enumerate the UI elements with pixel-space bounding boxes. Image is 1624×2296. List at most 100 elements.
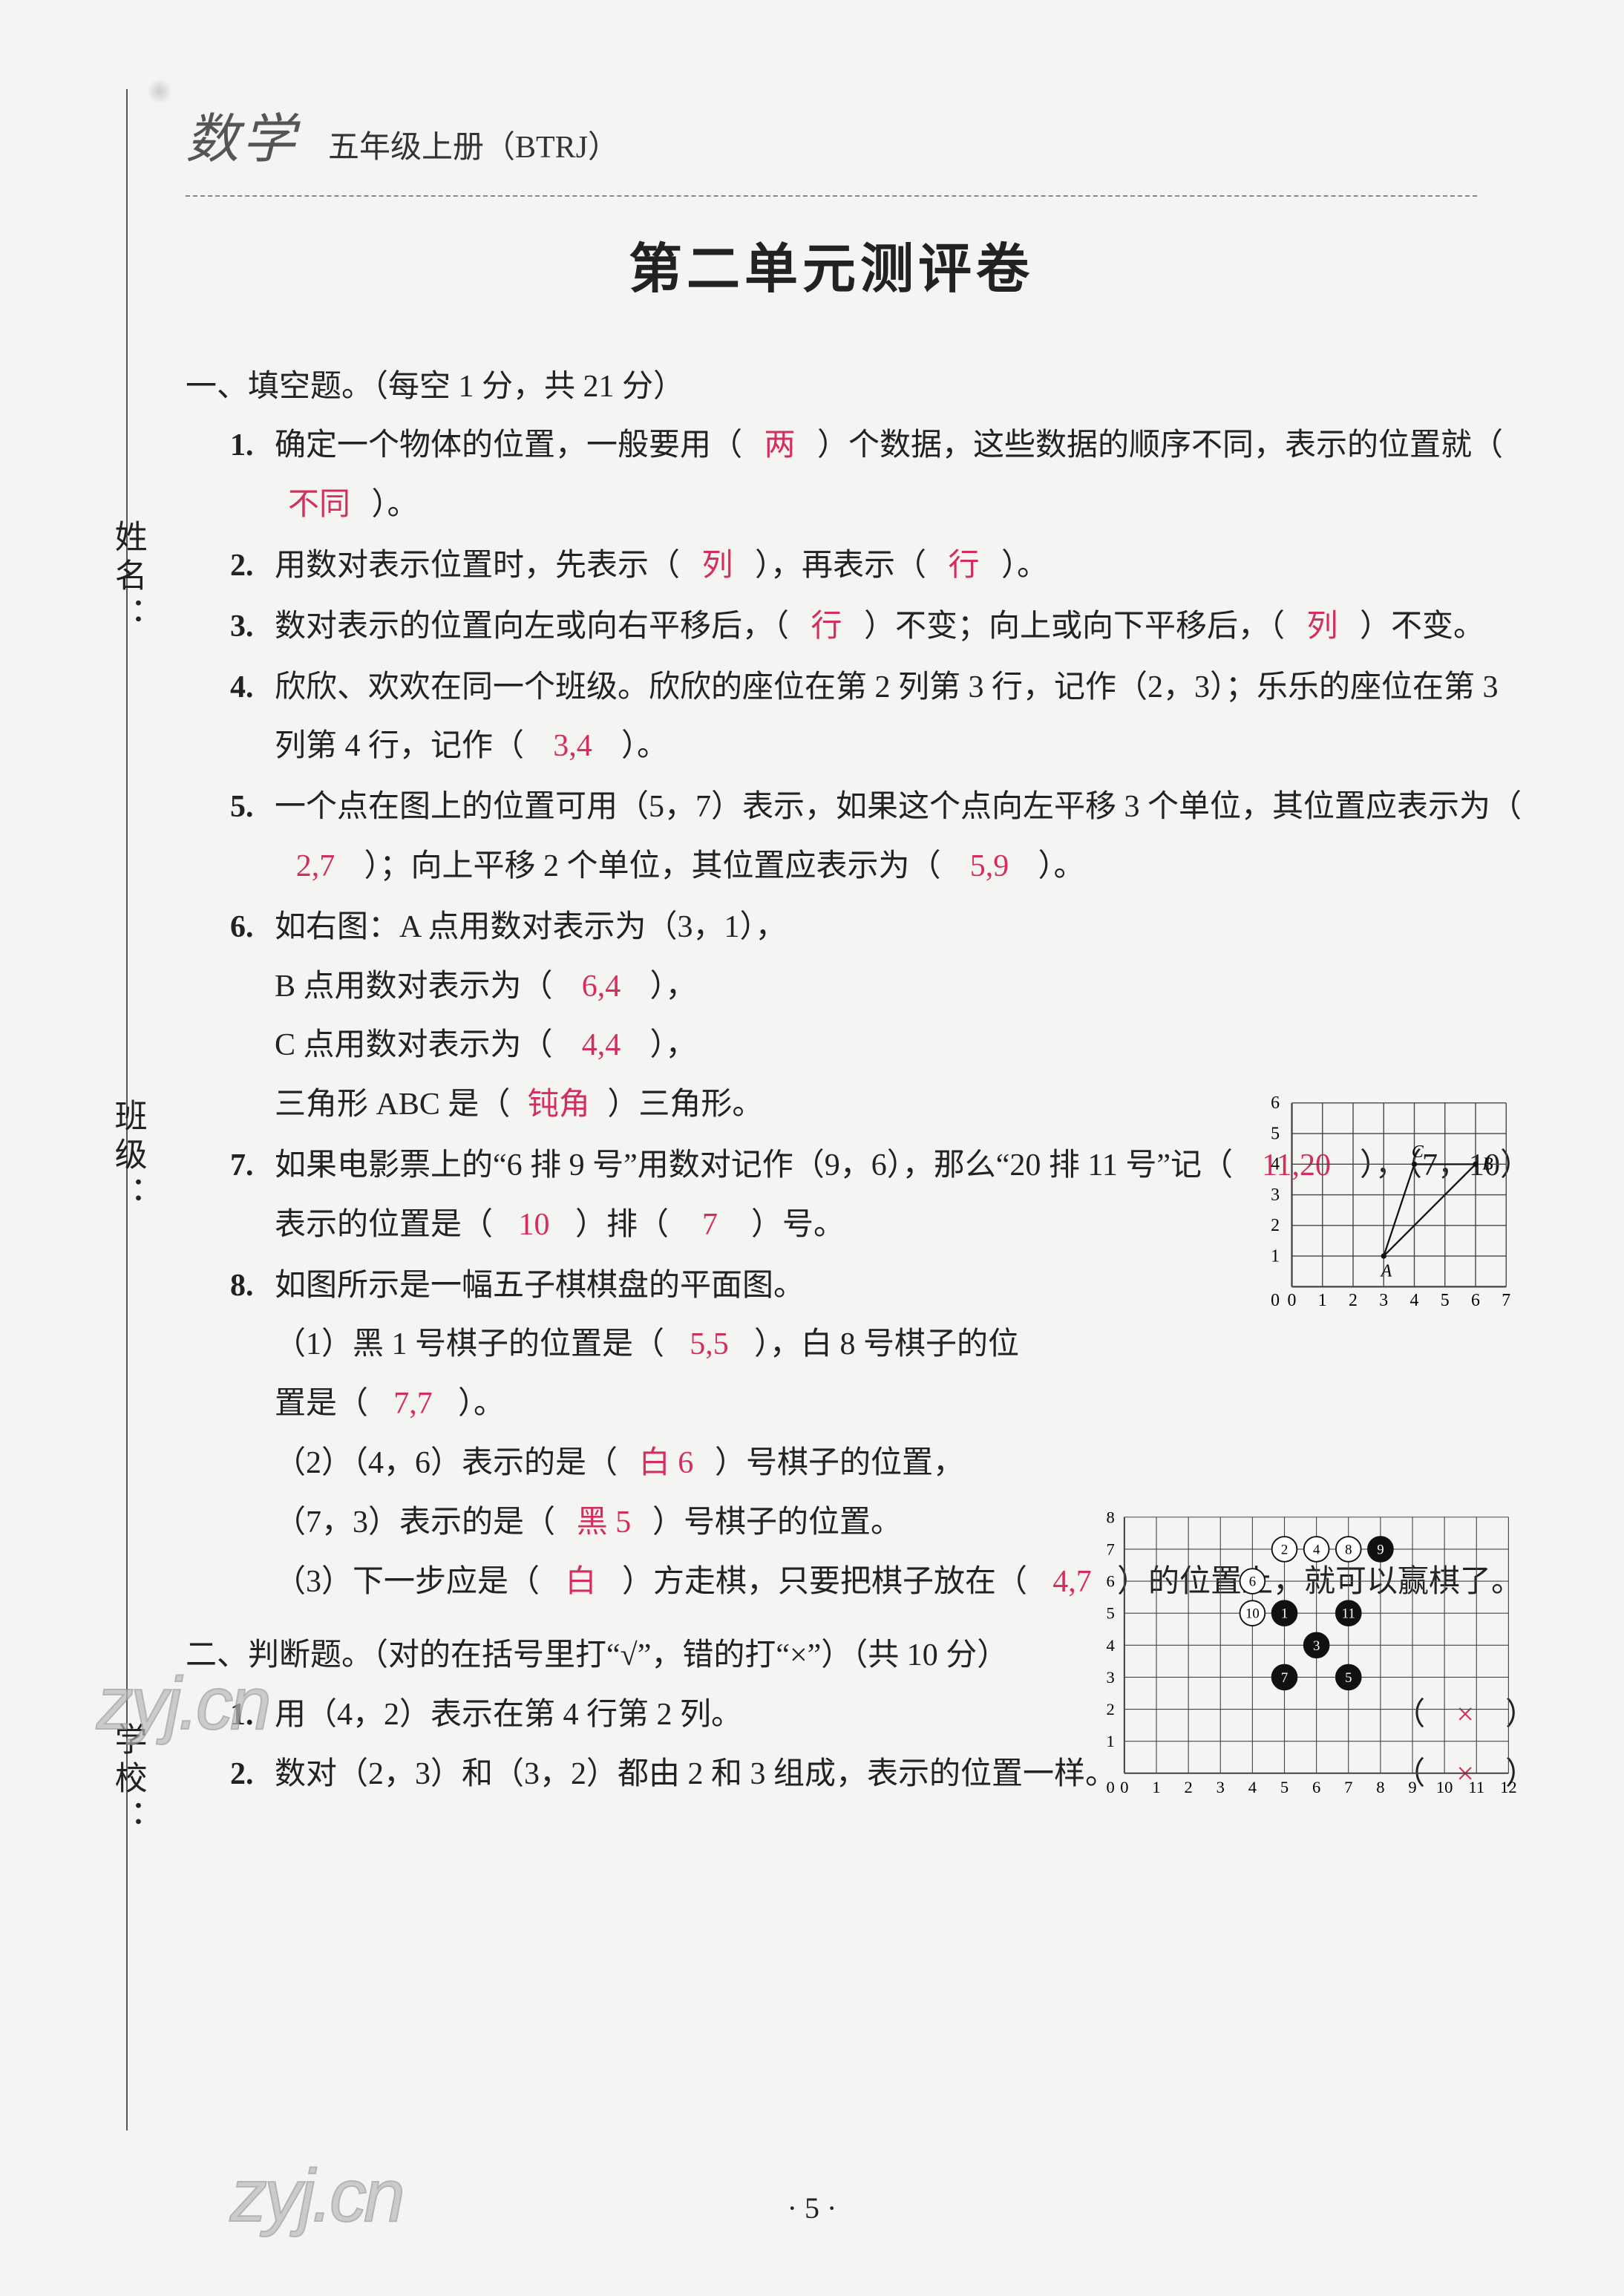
svg-text:6: 6 bbox=[1312, 1778, 1320, 1796]
q5-a1: 2,7 bbox=[275, 837, 356, 897]
svg-text:A: A bbox=[1380, 1262, 1392, 1281]
q2-t3: ）。 bbox=[1001, 549, 1048, 583]
book-label: 五年级上册（BTRJ） bbox=[328, 119, 619, 178]
q4-t2: ）。 bbox=[621, 729, 668, 763]
subject-logo: 数学 bbox=[186, 89, 298, 191]
svg-text:8: 8 bbox=[1345, 1542, 1352, 1557]
svg-text:2: 2 bbox=[1185, 1778, 1193, 1796]
svg-text:6: 6 bbox=[1471, 1291, 1480, 1310]
q7-a3: 7 bbox=[677, 1196, 744, 1255]
svg-text:8: 8 bbox=[1376, 1778, 1384, 1796]
q8-p2-t1: （2）（4，6）表示的是（ bbox=[275, 1446, 618, 1480]
q5-t2: ）；向上平移 2 个单位，其位置应表示为（ bbox=[364, 849, 941, 883]
q2-a2: 行 bbox=[934, 537, 994, 596]
svg-text:1: 1 bbox=[1281, 1606, 1288, 1622]
q3-t2: ）不变；向上或向下平移后，（ bbox=[864, 609, 1285, 644]
q6-l4ans: 钝角 bbox=[518, 1076, 600, 1135]
q8-p3-t1: （3）下一步应是（ bbox=[275, 1565, 540, 1599]
q1-a2: 不同 bbox=[275, 476, 364, 535]
q5-t1: 一个点在图上的位置可用（5，7）表示，如果这个点向左平移 3 个单位，其位置应表… bbox=[275, 790, 1522, 824]
svg-text:12: 12 bbox=[1500, 1778, 1517, 1796]
svg-text:1: 1 bbox=[1271, 1246, 1280, 1266]
q8-p1-a1: 5,5 bbox=[672, 1315, 747, 1375]
svg-text:6: 6 bbox=[1249, 1574, 1256, 1590]
q2: 2. 用数对表示位置时，先表示（ 列 ），再表示（ 行 ）。 bbox=[230, 537, 1536, 596]
q6-grid: 012345671234560ABC bbox=[1253, 1069, 1535, 1314]
svg-text:2: 2 bbox=[1271, 1216, 1280, 1235]
q3-t3: ）不变。 bbox=[1360, 609, 1484, 644]
q6-l1: 如右图：A 点用数对表示为（3，1）， bbox=[275, 898, 1536, 958]
side-label-class: 班级： bbox=[96, 1099, 159, 1214]
q7-t1: 如果电影票上的“6 排 9 号”用数对记作（9，6），那么“20 排 11 号”… bbox=[275, 1148, 1233, 1183]
svg-text:1: 1 bbox=[1152, 1778, 1160, 1796]
svg-text:11: 11 bbox=[1468, 1778, 1484, 1796]
svg-text:C: C bbox=[1412, 1142, 1424, 1162]
svg-text:7: 7 bbox=[1344, 1778, 1352, 1796]
q1-num: 1. bbox=[230, 416, 275, 535]
svg-text:0: 0 bbox=[1288, 1291, 1297, 1310]
q3-num: 3. bbox=[230, 598, 275, 657]
q2-t1: 用数对表示位置时，先表示（ bbox=[275, 549, 680, 583]
svg-text:0: 0 bbox=[1107, 1778, 1115, 1796]
svg-text:9: 9 bbox=[1408, 1778, 1416, 1796]
q7-t4: ）号。 bbox=[751, 1208, 845, 1242]
svg-text:4: 4 bbox=[1410, 1291, 1419, 1310]
q1: 1. 确定一个物体的位置，一般要用（ 两 ）个数据，这些数据的顺序不同，表示的位… bbox=[230, 416, 1536, 535]
page-number: · 5 · bbox=[0, 2180, 1624, 2237]
svg-text:7: 7 bbox=[1281, 1670, 1288, 1686]
svg-text:2: 2 bbox=[1349, 1291, 1358, 1310]
q4-t1: 欣欣、欢欢在同一个班级。欣欣的座位在第 2 列第 3 行，记作（2，3）；乐乐的… bbox=[275, 670, 1499, 764]
q5-a2: 5,9 bbox=[949, 837, 1030, 897]
svg-text:3: 3 bbox=[1107, 1668, 1115, 1687]
q8-board: 01234567891011121234567802468101357911 bbox=[1090, 1492, 1535, 1804]
q1-t1: 确定一个物体的位置，一般要用（ bbox=[275, 428, 742, 462]
q7-t3: ）排（ bbox=[575, 1208, 669, 1242]
q6-l4b: ）三角形。 bbox=[607, 1088, 763, 1122]
svg-text:4: 4 bbox=[1248, 1778, 1257, 1796]
svg-text:1: 1 bbox=[1318, 1291, 1327, 1310]
q8-p2-a2: 黑 5 bbox=[563, 1494, 645, 1553]
svg-text:2: 2 bbox=[1281, 1542, 1288, 1557]
svg-text:4: 4 bbox=[1271, 1155, 1280, 1174]
svg-text:4: 4 bbox=[1313, 1542, 1320, 1557]
q4: 4. 欣欣、欢欢在同一个班级。欣欣的座位在第 2 列第 3 行，记作（2，3）；… bbox=[230, 658, 1536, 777]
q6-l2ans: 6,4 bbox=[560, 958, 642, 1017]
svg-text:3: 3 bbox=[1313, 1638, 1320, 1654]
svg-text:10: 10 bbox=[1245, 1606, 1260, 1622]
svg-text:7: 7 bbox=[1502, 1291, 1510, 1310]
q8-p3-t2: ）方走棋，只要把棋子放在（ bbox=[622, 1565, 1027, 1599]
q6-l2a: B 点用数对表示为（ bbox=[275, 969, 553, 1004]
svg-text:5: 5 bbox=[1271, 1124, 1280, 1143]
q8-p1-t3: ）。 bbox=[458, 1387, 505, 1421]
svg-text:2: 2 bbox=[1107, 1700, 1115, 1718]
q6-l3b: ）， bbox=[650, 1028, 697, 1062]
binding-margin: 姓名： 班级： 学校： bbox=[104, 89, 148, 2130]
q8-p3-a1: 白 bbox=[548, 1553, 615, 1612]
q5: 5. 一个点在图上的位置可用（5，7）表示，如果这个点向左平移 3 个单位，其位… bbox=[230, 778, 1536, 897]
q7-a2: 10 bbox=[501, 1196, 568, 1255]
svg-text:4: 4 bbox=[1107, 1636, 1115, 1655]
q8-p2-a1: 白 6 bbox=[626, 1434, 707, 1494]
svg-text:5: 5 bbox=[1441, 1291, 1450, 1310]
q8-p2-t3: ）号棋子的位置。 bbox=[652, 1505, 902, 1540]
svg-text:3: 3 bbox=[1379, 1291, 1388, 1310]
q1-a1: 两 bbox=[750, 416, 810, 476]
q5-num: 5. bbox=[230, 778, 275, 897]
side-label-school: 学校： bbox=[96, 1722, 159, 1838]
svg-text:11: 11 bbox=[1342, 1606, 1355, 1622]
q7-num: 7. bbox=[230, 1136, 275, 1255]
svg-text:9: 9 bbox=[1377, 1542, 1384, 1557]
svg-text:10: 10 bbox=[1436, 1778, 1453, 1796]
q2-a1: 列 bbox=[688, 537, 747, 596]
q3-t1: 数对表示的位置向左或向右平移后，（ bbox=[275, 609, 789, 644]
svg-text:3: 3 bbox=[1271, 1185, 1280, 1205]
q4-num: 4. bbox=[230, 658, 275, 777]
q3-a2: 列 bbox=[1293, 598, 1352, 657]
q8-num: 8. bbox=[230, 1257, 275, 1612]
side-label-name: 姓名： bbox=[96, 520, 159, 635]
svg-text:0: 0 bbox=[1271, 1291, 1280, 1310]
section1-head: 一、填空题。（每空 1 分，共 21 分） bbox=[186, 358, 1536, 417]
svg-text:8: 8 bbox=[1107, 1508, 1115, 1526]
q6-l2b: ）， bbox=[650, 969, 697, 1004]
svg-text:6: 6 bbox=[1107, 1572, 1115, 1591]
